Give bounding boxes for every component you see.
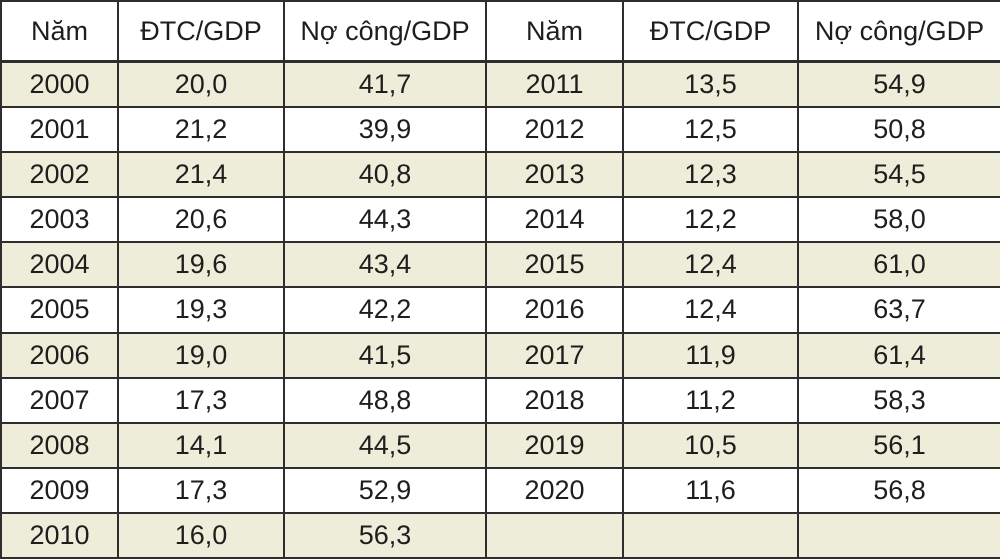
cell-nocong-left: 41,7 [283,60,487,109]
table-row: 2003 20,6 44,3 2014 12,2 58,0 [0,196,1000,244]
table-row: 2007 17,3 48,8 2018 11,2 58,3 [0,376,1000,424]
cell-year-left: 2010 [0,511,119,559]
cell-year-left: 2006 [0,331,119,379]
table-row: 2002 21,4 40,8 2013 12,3 54,5 [0,151,1000,199]
cell-dtc-left: 19,0 [117,331,285,379]
header-no-cong-gdp-left: Nợ công/GDP [283,0,487,63]
cell-nocong-left: 44,5 [283,421,487,469]
cell-year-left: 2008 [0,421,119,469]
header-no-cong-gdp-right: Nợ công/GDP [797,0,1000,63]
header-row: Năm ĐTC/GDP Nợ công/GDP Năm ĐTC/GDP Nợ c… [0,0,1000,63]
header-year-right: Năm [485,0,624,63]
cell-year-right: 2019 [485,421,624,469]
cell-nocong-right [797,511,1000,559]
cell-year-right: 2014 [485,196,624,244]
table-row: 2010 16,0 56,3 [0,511,1000,559]
cell-nocong-right: 61,4 [797,331,1000,379]
cell-dtc-left: 21,2 [117,106,285,154]
cell-nocong-right: 54,5 [797,151,1000,199]
cell-year-right: 2012 [485,106,624,154]
cell-year-left: 2002 [0,151,119,199]
cell-dtc-right: 12,2 [622,196,799,244]
cell-nocong-left: 44,3 [283,196,487,244]
cell-nocong-left: 41,5 [283,331,487,379]
cell-nocong-left: 39,9 [283,106,487,154]
cell-dtc-left: 19,6 [117,241,285,289]
cell-dtc-left: 20,6 [117,196,285,244]
cell-dtc-right: 11,2 [622,376,799,424]
cell-dtc-left: 20,0 [117,60,285,109]
cell-year-right: 2018 [485,376,624,424]
cell-dtc-left: 17,3 [117,376,285,424]
cell-year-right: 2011 [485,60,624,109]
cell-dtc-right: 12,4 [622,241,799,289]
cell-nocong-right: 58,3 [797,376,1000,424]
cell-nocong-right: 50,8 [797,106,1000,154]
table-row: 2000 20,0 41,7 2011 13,5 54,9 [0,60,1000,109]
cell-nocong-left: 56,3 [283,511,487,559]
cell-year-right: 2016 [485,286,624,334]
cell-dtc-right [622,511,799,559]
cell-year-right [485,511,624,559]
cell-dtc-right: 11,9 [622,331,799,379]
cell-dtc-left: 21,4 [117,151,285,199]
header-dtc-gdp-left: ĐTC/GDP [117,0,285,63]
table-row: 2006 19,0 41,5 2017 11,9 61,4 [0,331,1000,379]
cell-nocong-right: 56,8 [797,466,1000,514]
cell-dtc-left: 17,3 [117,466,285,514]
table-row: 2001 21,2 39,9 2012 12,5 50,8 [0,106,1000,154]
cell-nocong-right: 63,7 [797,286,1000,334]
header-year-left: Năm [0,0,119,63]
cell-dtc-right: 10,5 [622,421,799,469]
cell-nocong-left: 48,8 [283,376,487,424]
cell-year-left: 2009 [0,466,119,514]
cell-nocong-left: 43,4 [283,241,487,289]
cell-year-left: 2005 [0,286,119,334]
cell-dtc-right: 11,6 [622,466,799,514]
cell-year-left: 2001 [0,106,119,154]
cell-dtc-right: 12,3 [622,151,799,199]
cell-nocong-left: 52,9 [283,466,487,514]
cell-nocong-right: 61,0 [797,241,1000,289]
cell-nocong-right: 58,0 [797,196,1000,244]
cell-nocong-left: 42,2 [283,286,487,334]
table-row: 2008 14,1 44,5 2019 10,5 56,1 [0,421,1000,469]
cell-year-left: 2007 [0,376,119,424]
table-row: 2004 19,6 43,4 2015 12,4 61,0 [0,241,1000,289]
cell-year-left: 2003 [0,196,119,244]
table-row: 2009 17,3 52,9 2020 11,6 56,8 [0,466,1000,514]
cell-year-right: 2013 [485,151,624,199]
cell-nocong-left: 40,8 [283,151,487,199]
cell-dtc-right: 13,5 [622,60,799,109]
table-row: 2005 19,3 42,2 2016 12,4 63,7 [0,286,1000,334]
cell-dtc-left: 19,3 [117,286,285,334]
header-dtc-gdp-right: ĐTC/GDP [622,0,799,63]
cell-dtc-right: 12,4 [622,286,799,334]
cell-dtc-right: 12,5 [622,106,799,154]
cell-year-right: 2015 [485,241,624,289]
cell-year-right: 2020 [485,466,624,514]
cell-nocong-right: 56,1 [797,421,1000,469]
cell-year-left: 2000 [0,60,119,109]
cell-dtc-left: 16,0 [117,511,285,559]
cell-nocong-right: 54,9 [797,60,1000,109]
cell-year-left: 2004 [0,241,119,289]
cell-dtc-left: 14,1 [117,421,285,469]
cell-year-right: 2017 [485,331,624,379]
